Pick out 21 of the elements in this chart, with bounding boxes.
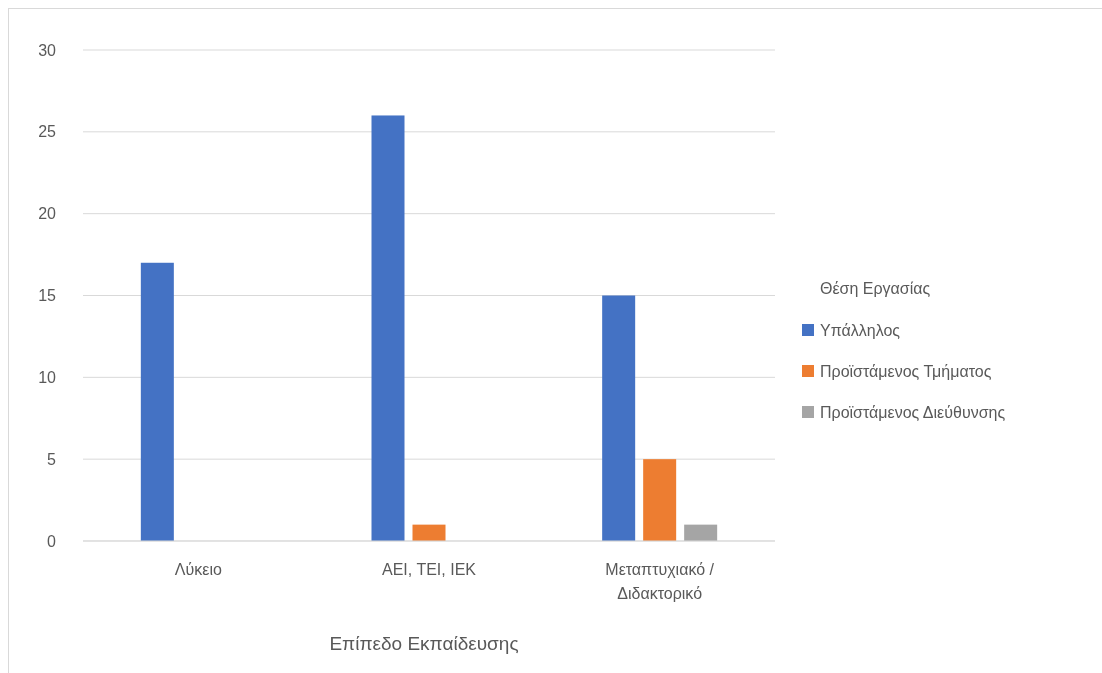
- bar: [602, 295, 636, 541]
- y-tick-label: 5: [47, 450, 57, 468]
- bar: [684, 524, 718, 541]
- bar: [412, 524, 446, 541]
- bar: [643, 459, 677, 541]
- bar: [371, 115, 405, 541]
- x-tick-label: ΑΕΙ, ΤΕΙ, ΙΕΚ: [382, 561, 477, 578]
- legend-title: Θέση Εργασίας: [820, 279, 931, 297]
- y-tick-label: 20: [38, 205, 57, 223]
- y-tick-label: 0: [47, 532, 57, 550]
- x-tick-label: Λύκειο: [174, 561, 222, 578]
- legend-label: Υπάλληλος: [820, 321, 901, 339]
- y-tick-label: 30: [38, 41, 57, 59]
- x-axis-title: Επίπεδο Εκπαίδευσης: [329, 633, 519, 654]
- y-tick-label: 10: [38, 368, 57, 386]
- y-tick-label: 15: [38, 287, 57, 305]
- y-tick-label: 25: [38, 123, 57, 141]
- bar: [140, 262, 174, 541]
- legend-label: Προϊστάμενος Τμήματος: [820, 362, 992, 380]
- legend-label: Προϊστάμενος Διεύθυνσης: [820, 403, 1006, 421]
- x-tick-label: Μεταπτυχιακό / Διδακτορικό: [605, 561, 715, 602]
